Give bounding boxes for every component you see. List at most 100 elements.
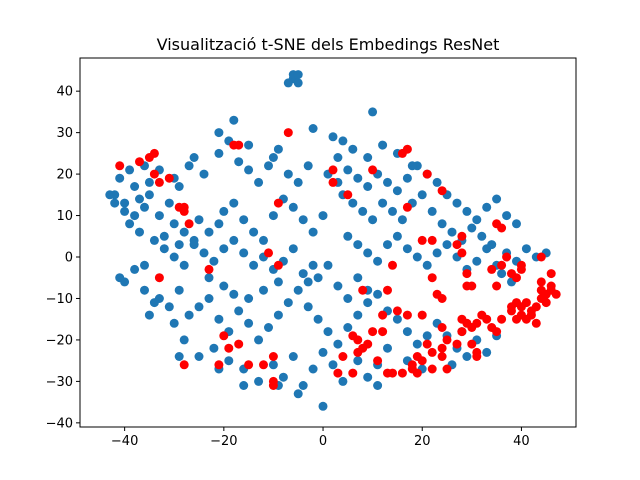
scatter-point-s0-57	[234, 157, 244, 167]
scatter-point-s0-228	[120, 206, 130, 216]
scatter-point-s0-35	[189, 240, 199, 250]
scatter-point-s0-10	[154, 211, 164, 221]
scatter-point-s0-32	[159, 244, 169, 254]
scatter-point-s0-151	[437, 219, 447, 229]
scatter-point-s0-65	[214, 128, 224, 138]
scatter-point-s0-70	[174, 182, 184, 191]
scatter-point-s0-139	[502, 211, 512, 221]
scatter-point-s1-28	[179, 360, 189, 370]
scatter-point-s0-152	[333, 153, 343, 162]
scatter-point-s0-23	[268, 211, 278, 221]
scatter-point-s1-56	[437, 323, 447, 332]
scatter-point-s0-21	[249, 227, 259, 237]
scatter-point-s0-76	[130, 264, 140, 274]
scatter-point-s0-100	[373, 289, 383, 299]
scatter-point-s0-212	[333, 281, 343, 291]
scatter-point-s1-22	[259, 360, 268, 370]
scatter-point-s0-225	[159, 231, 169, 241]
scatter-point-s0-86	[234, 306, 244, 316]
scatter-point-s0-80	[174, 285, 184, 295]
scatter-point-s1-15	[234, 339, 244, 349]
scatter-point-s1-25	[268, 352, 278, 361]
scatter-point-s0-62	[283, 169, 293, 179]
scatter-point-s1-46	[397, 368, 407, 378]
scatter-point-s0-15	[194, 215, 204, 225]
scatter-point-s1-104	[457, 231, 467, 241]
y-tick-label: −40	[46, 416, 73, 431]
scatter-point-s1-76	[521, 298, 531, 308]
scatter-point-s1-106	[432, 289, 442, 299]
scatter-point-s1-121	[368, 165, 378, 175]
scatter-point-s0-113	[318, 347, 328, 357]
scatter-point-s1-58	[442, 335, 452, 345]
scatter-point-s1-123	[492, 219, 502, 229]
scatter-point-s1-6	[164, 173, 174, 183]
scatter-point-s1-96	[497, 260, 507, 270]
scatter-point-s0-28	[318, 211, 328, 221]
scatter-point-s0-205	[373, 381, 383, 390]
scatter-point-s0-49	[125, 165, 135, 175]
scatter-point-s1-69	[492, 327, 502, 337]
scatter-point-s0-83	[204, 294, 214, 303]
scatter-point-s0-73	[105, 190, 115, 200]
scatter-point-s0-129	[402, 173, 412, 183]
scatter-point-s0-224	[140, 260, 149, 270]
scatter-point-s0-45	[288, 244, 298, 254]
scatter-point-s0-169	[412, 252, 422, 262]
scatter-point-s0-36	[199, 248, 209, 258]
scatter-point-s0-54	[199, 169, 209, 179]
scatter-point-s0-30	[135, 227, 144, 237]
scatter-point-s0-143	[358, 206, 368, 216]
scatter-point-s0-206	[353, 356, 363, 366]
scatter-point-s1-18	[264, 248, 273, 258]
scatter-point-s1-57	[437, 352, 447, 361]
x-tick-label: 40	[513, 434, 530, 449]
scatter-point-s0-221	[219, 281, 229, 291]
scatter-point-s0-108	[268, 360, 278, 370]
scatter-point-s0-27	[308, 227, 318, 237]
scatter-point-s0-53	[184, 161, 194, 171]
scatter-point-s0-232	[174, 352, 184, 361]
scatter-point-s0-82	[194, 302, 204, 312]
scatter-point-s0-197	[462, 352, 472, 361]
scatter-point-s0-167	[392, 231, 402, 241]
plot-area	[79, 57, 577, 428]
scatter-point-s0-58	[244, 165, 254, 175]
scatter-point-s1-124	[536, 252, 546, 262]
scatter-point-s0-81	[184, 310, 194, 320]
scatter-point-s0-103	[194, 352, 204, 361]
scatter-point-s0-158	[368, 107, 378, 117]
scatter-point-s1-92	[516, 260, 526, 270]
y-tick-label: 10	[56, 209, 73, 224]
scatter-point-s0-175	[472, 256, 482, 266]
scatter-point-s0-153	[348, 144, 358, 154]
scatter-point-s0-199	[482, 347, 492, 357]
scatter-point-s0-94	[313, 314, 323, 324]
scatter-point-s0-166	[383, 240, 392, 250]
scatter-point-s1-21	[283, 128, 293, 138]
y-tick-label: −30	[46, 375, 73, 390]
scatter-point-s0-160	[308, 124, 318, 133]
scatter-point-s1-128	[442, 364, 452, 374]
scatter-point-s0-163	[353, 240, 363, 250]
scatter-point-s0-38	[219, 244, 229, 254]
scatter-point-s0-102	[179, 335, 189, 345]
scatter-point-s0-202	[383, 343, 392, 353]
scatter-point-s0-16	[204, 227, 214, 237]
scatter-point-s1-27	[214, 360, 224, 370]
scatter-point-s1-98	[492, 281, 502, 291]
scatter-point-s1-33	[368, 327, 378, 337]
scatter-point-s1-102	[457, 248, 467, 258]
scatter-point-s1-90	[512, 298, 521, 308]
scatter-point-s1-126	[472, 352, 482, 361]
scatter-point-s1-97	[487, 264, 497, 274]
scatter-point-s0-89	[264, 323, 273, 332]
scatter-point-s1-95	[502, 252, 512, 262]
scatter-point-s0-140	[512, 219, 521, 229]
scatter-point-s0-192	[412, 339, 422, 349]
scatter-point-s0-146	[388, 206, 397, 216]
scatter-point-s0-63	[293, 177, 303, 187]
scatter-point-s0-211	[323, 260, 333, 270]
scatter-point-s0-157	[407, 161, 417, 171]
x-tick-label: 20	[414, 434, 431, 449]
